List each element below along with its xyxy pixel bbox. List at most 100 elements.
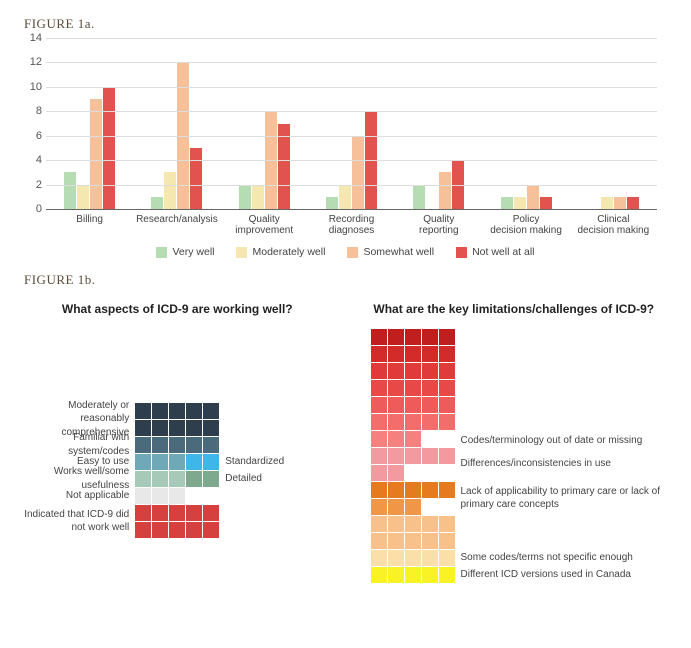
- waffle-cell: [405, 380, 421, 396]
- waffle-cell: [371, 533, 387, 549]
- legend-swatch: [236, 247, 247, 258]
- waffle-cell: [388, 533, 404, 549]
- waffle-cell: [422, 397, 438, 413]
- waffle-cell: [203, 454, 219, 470]
- waffle-cell: [388, 380, 404, 396]
- waffle-cell: [186, 437, 202, 453]
- waffle-cell: [169, 488, 185, 504]
- waffle-cell: [388, 346, 404, 362]
- waffle-cell: [422, 363, 438, 379]
- waffle-cell: [371, 414, 387, 430]
- waffle-cell: [152, 454, 168, 470]
- waffle-label-right: Differences/inconsistencies in use: [455, 447, 668, 481]
- waffle-cell: [388, 499, 404, 515]
- waffle-cell: [405, 363, 421, 379]
- waffle-label-right: [219, 436, 330, 453]
- waffle-cell: [388, 516, 404, 532]
- waffle-cell: [371, 346, 387, 362]
- waffle-cell: [405, 499, 421, 515]
- waffle-cell: [388, 363, 404, 379]
- y-tick: 12: [24, 56, 42, 68]
- waffle-cell: [405, 465, 421, 481]
- y-tick: 14: [24, 32, 42, 44]
- bar-group: [133, 38, 220, 209]
- waffle-cell: [405, 550, 421, 566]
- waffle-cell: [186, 488, 202, 504]
- bar: [352, 136, 364, 209]
- waffle-cell: [169, 403, 185, 419]
- waffle-cell: [388, 414, 404, 430]
- waffle-cell: [405, 329, 421, 345]
- waffle-cell: [371, 567, 387, 583]
- waffle-label-left: Indicated that ICD-9 did not work well: [24, 504, 135, 538]
- bar: [501, 197, 513, 209]
- legend-item: Very well: [156, 246, 214, 258]
- waffle-label-right: [455, 515, 668, 549]
- waffle-cell: [388, 550, 404, 566]
- waffle-label-left: Works well/some usefulness: [24, 470, 135, 487]
- waffle-label-right: Codes/terminology out of date or missing: [455, 328, 668, 447]
- waffle-label-right: Some codes/terms not specific enough: [455, 549, 668, 566]
- y-tick: 8: [24, 105, 42, 117]
- waffle-cell: [371, 499, 387, 515]
- waffle-cell: [405, 482, 421, 498]
- waffle-cell: [422, 499, 438, 515]
- waffle-cell: [439, 431, 455, 447]
- bar: [527, 185, 539, 209]
- waffle-cell: [422, 516, 438, 532]
- waffle-cell: [152, 420, 168, 436]
- bar: [252, 185, 264, 209]
- waffle-cell: [135, 454, 151, 470]
- waffle-label-right: [219, 487, 330, 504]
- waffle-cell: [135, 403, 151, 419]
- waffle-cell: [371, 482, 387, 498]
- waffle-cell: [422, 465, 438, 481]
- waffle-cell: [371, 397, 387, 413]
- waffle-cell: [169, 505, 185, 521]
- waffle-cell: [388, 465, 404, 481]
- bar: [239, 185, 251, 209]
- waffle-cell: [169, 420, 185, 436]
- waffle-cell: [186, 420, 202, 436]
- waffle-cell: [439, 567, 455, 583]
- waffle-right-question: What are the key limitations/challenges …: [361, 302, 668, 316]
- waffle-cell: [186, 403, 202, 419]
- x-label: Recordingdiagnoses: [308, 210, 395, 238]
- waffle-cell: [135, 488, 151, 504]
- waffle-cell: [405, 346, 421, 362]
- bar-group: [308, 38, 395, 209]
- waffle-cell: [439, 482, 455, 498]
- waffle-cell: [203, 522, 219, 538]
- bar: [627, 197, 639, 209]
- bar: [77, 185, 89, 209]
- bar-group: [395, 38, 482, 209]
- waffle-cell: [405, 567, 421, 583]
- waffle-cell: [388, 482, 404, 498]
- bar: [514, 197, 526, 209]
- waffle-left-question: What aspects of ICD-9 are working well?: [24, 302, 331, 316]
- waffle-cell: [203, 403, 219, 419]
- waffle-cell: [388, 431, 404, 447]
- waffle-cell: [388, 448, 404, 464]
- bar: [190, 148, 202, 209]
- waffle-cell: [388, 567, 404, 583]
- bar: [164, 172, 176, 209]
- waffle-cell: [169, 437, 185, 453]
- bar: [413, 185, 425, 209]
- legend-item: Not well at all: [456, 246, 534, 258]
- waffle-cell: [135, 420, 151, 436]
- waffle-cell: [405, 414, 421, 430]
- x-label: Policydecision making: [482, 210, 569, 238]
- y-tick: 10: [24, 81, 42, 93]
- waffle-cell: [203, 420, 219, 436]
- waffle-cell: [422, 346, 438, 362]
- legend-swatch: [456, 247, 467, 258]
- waffle-cell: [203, 437, 219, 453]
- legend-item: Moderately well: [236, 246, 325, 258]
- waffle-label-right: [219, 504, 330, 538]
- waffle-cell: [405, 516, 421, 532]
- y-tick: 4: [24, 154, 42, 166]
- legend-swatch: [156, 247, 167, 258]
- waffle-cell: [439, 499, 455, 515]
- waffle-cell: [203, 505, 219, 521]
